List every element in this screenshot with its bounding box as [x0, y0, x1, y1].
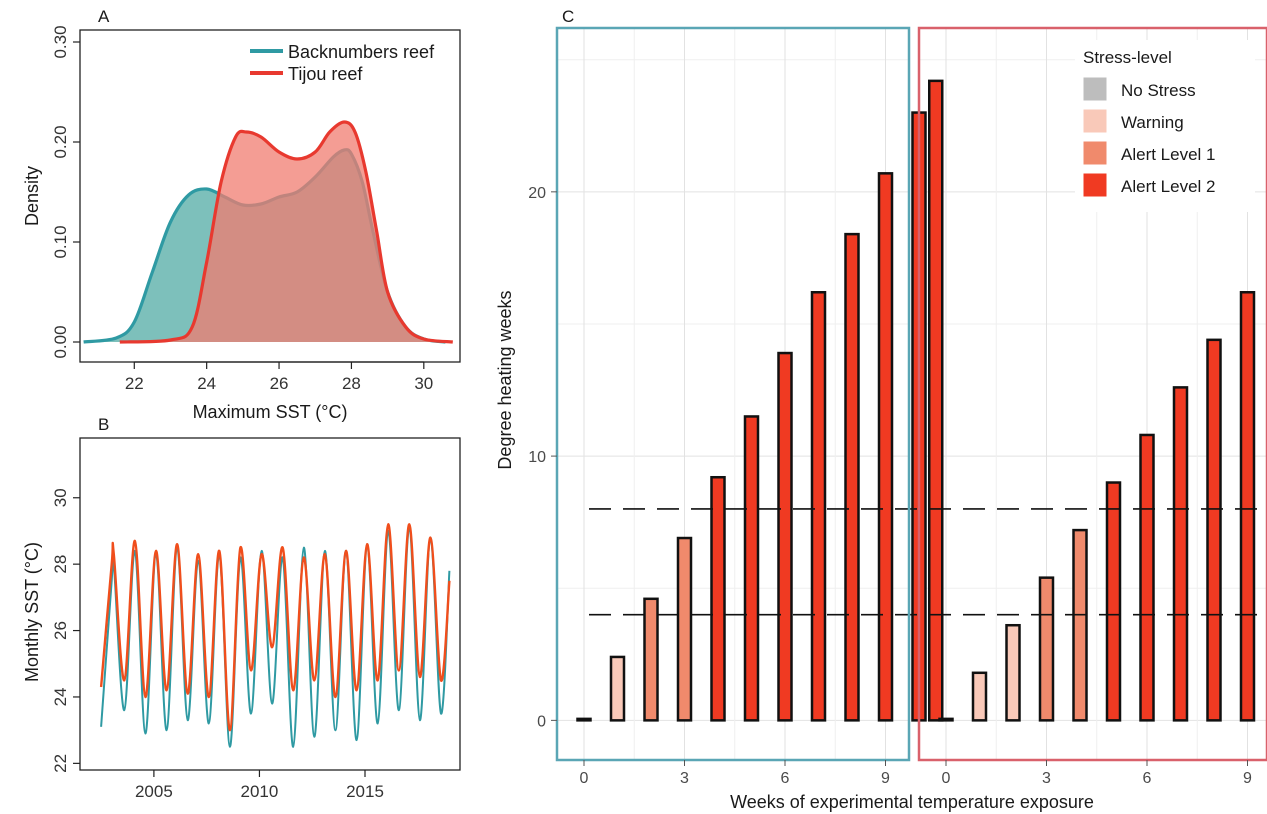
dhw-bar [576, 717, 592, 722]
y-tick-label: 28 [51, 555, 70, 574]
panel-b-frame [79, 437, 461, 771]
y-tick-label: 0.10 [51, 225, 70, 258]
sst-line-tijou [99, 523, 451, 732]
panel-a-x-axis-label: Maximum SST (°C) [193, 402, 348, 422]
panel-a-y-axis-label: Density [22, 166, 42, 226]
dhw-bar [1038, 576, 1055, 722]
dhw-bar [710, 475, 726, 722]
panel-b-timeseries-chart: 2005 2010 2015 22 24 26 28 30 Monthly SST (°C) [22, 437, 461, 801]
legend-swatch-no-stress [1082, 76, 1108, 102]
y-tick-label: 30 [51, 488, 70, 507]
dhw-bar [777, 351, 793, 722]
dhw-bar [877, 172, 894, 722]
dhw-bar [676, 536, 693, 722]
y-tick-label: 10 [528, 449, 546, 466]
panel-c-x-axis-label: Weeks of experimental temperature exposu… [730, 792, 1094, 812]
panel-c-letter: C [562, 7, 574, 26]
panel-a-letter: A [98, 7, 110, 26]
panel-b-letter: B [98, 415, 109, 434]
y-tick-label: 0 [537, 713, 546, 730]
legend-label-tijou: Tijou reef [288, 64, 363, 84]
x-tick-label: 2010 [241, 782, 279, 801]
x-tick-label: 6 [1143, 770, 1152, 787]
panel-c-y-axis-label: Degree heating weeks [495, 290, 515, 469]
dhw-bar [1206, 338, 1222, 722]
x-tick-label: 3 [680, 770, 689, 787]
x-tick-label: 3 [1042, 770, 1051, 787]
x-tick-label: 28 [342, 374, 361, 393]
legend-label-backnumbers: Backnumbers reef [288, 42, 435, 62]
panel-a-density-chart: 22 24 26 28 30 0.00 0.10 0.20 0.30 Maximum SST … [22, 25, 461, 422]
dhw-bar [971, 671, 988, 722]
x-tick-label: 9 [1243, 770, 1252, 787]
x-tick-label: 2015 [346, 782, 384, 801]
dhw-bar [1105, 481, 1122, 722]
y-tick-label: 0.30 [51, 25, 70, 58]
x-tick-label: 0 [942, 770, 951, 787]
legend-label-alert-level-2: Alert Level 2 [1121, 177, 1216, 196]
panel-c-facet-right-frame [917, 26, 1267, 762]
legend-label-warning: Warning [1121, 113, 1184, 132]
x-tick-label: 0 [580, 770, 589, 787]
dhw-bar [844, 232, 860, 722]
y-tick-label: 20 [528, 185, 546, 202]
density-line-tijou [119, 120, 453, 344]
x-tick-label: 26 [270, 374, 289, 393]
panel-a-legend: Backnumbers reef Tijou reef [250, 42, 435, 84]
panel-c-facet-left-frame [555, 26, 911, 762]
x-tick-label: 24 [197, 374, 216, 393]
y-tick-label: 26 [51, 621, 70, 640]
panel-b-y-axis-label: Monthly SST (°C) [22, 542, 42, 682]
y-tick-label: 22 [51, 754, 70, 773]
legend-swatch-warning [1082, 108, 1108, 134]
legend-swatch-alert-level-2 [1082, 172, 1108, 198]
dhw-bar [1239, 291, 1256, 722]
x-tick-label: 9 [881, 770, 890, 787]
dhw-bar [1139, 433, 1155, 722]
dhw-bar [810, 291, 827, 722]
legend-label-alert-level-1: Alert Level 1 [1121, 145, 1216, 164]
dhw-bar [1172, 386, 1189, 722]
dhw-bar [938, 717, 954, 722]
x-tick-label: 6 [781, 770, 790, 787]
dhw-bar [743, 415, 760, 722]
y-tick-label: 0.00 [51, 325, 70, 358]
y-tick-label: 24 [51, 687, 70, 706]
legend-swatch-alert-level-1 [1082, 140, 1108, 166]
panel-c-bar-chart: 0 10 20 0 3 6 9 0 3 6 9 Degree heating weeks Week… [495, 26, 1267, 812]
dhw-bar [609, 655, 626, 722]
y-tick-label: 0.20 [51, 125, 70, 158]
dhw-bar [928, 79, 944, 722]
x-tick-label: 2005 [135, 782, 173, 801]
x-tick-label: 30 [414, 374, 433, 393]
legend-title: Stress-level [1083, 48, 1172, 67]
legend-label-no-stress: No Stress [1121, 81, 1196, 100]
dhw-bar [1005, 623, 1021, 722]
dhw-bar [1072, 528, 1088, 722]
dhw-bar [643, 597, 659, 722]
x-tick-label: 22 [125, 374, 144, 393]
panel-c-legend: Stress-level No Stress Warning Alert Level… [1075, 40, 1255, 212]
